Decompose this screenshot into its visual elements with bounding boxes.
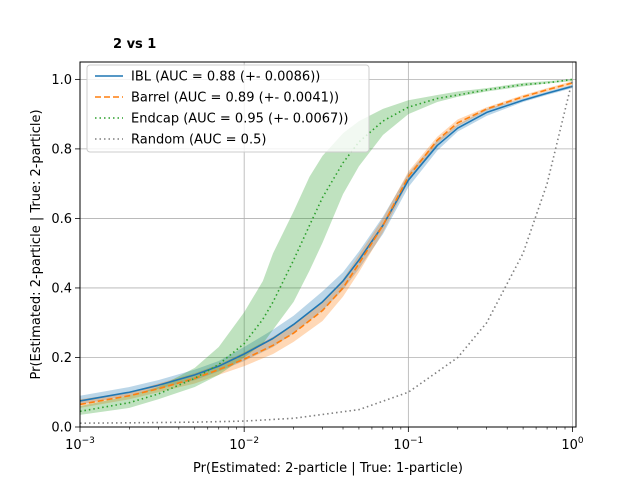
legend-label: Random (AUC = 0.5) [131,133,266,148]
legend-box [86,64,370,153]
legend: IBL (AUC = 0.88 (+- 0.0086)) Barrel (AUC … [86,64,370,153]
plot-frame [79,61,577,428]
y-tick-label: 1.0 [51,73,72,88]
x-axis-label: Pr(Estimated: 2-particle | True: 1-parti… [193,461,463,476]
y-tick-label: 0.8 [51,142,72,157]
y-tick-label: 0.2 [51,351,72,366]
y-tick-label: 0.0 [51,421,72,436]
x-tick-label: 100 [561,436,584,453]
line-series-1 [79,82,573,406]
x-tick-label: 10−3 [65,436,95,453]
x-tick-label: 10−2 [229,436,259,453]
y-tick-label: 0.6 [51,212,72,227]
y-tick-label: 0.4 [51,281,72,296]
x-tick-label: 10−1 [393,436,423,453]
axis-ticks: 10−3 10−2 10−1 100 0.0 0.2 0.4 0.6 0.8 1.0 [51,73,584,453]
y-axis-label: Pr(Estimated: 2-particle | True: 2-parti… [29,109,44,379]
series-lines [79,78,574,424]
line-series-3 [79,79,574,424]
line-series-0 [79,85,573,402]
legend-label: Barrel (AUC = 0.89 (+- 0.0041)) [131,91,339,106]
legend-label: Endcap (AUC = 0.95 (+- 0.0067)) [131,112,348,127]
legend-label: IBL (AUC = 0.88 (+- 0.0086)) [131,70,320,85]
chart-title: 2 vs 1 [113,37,156,52]
line-series-2 [79,78,573,413]
